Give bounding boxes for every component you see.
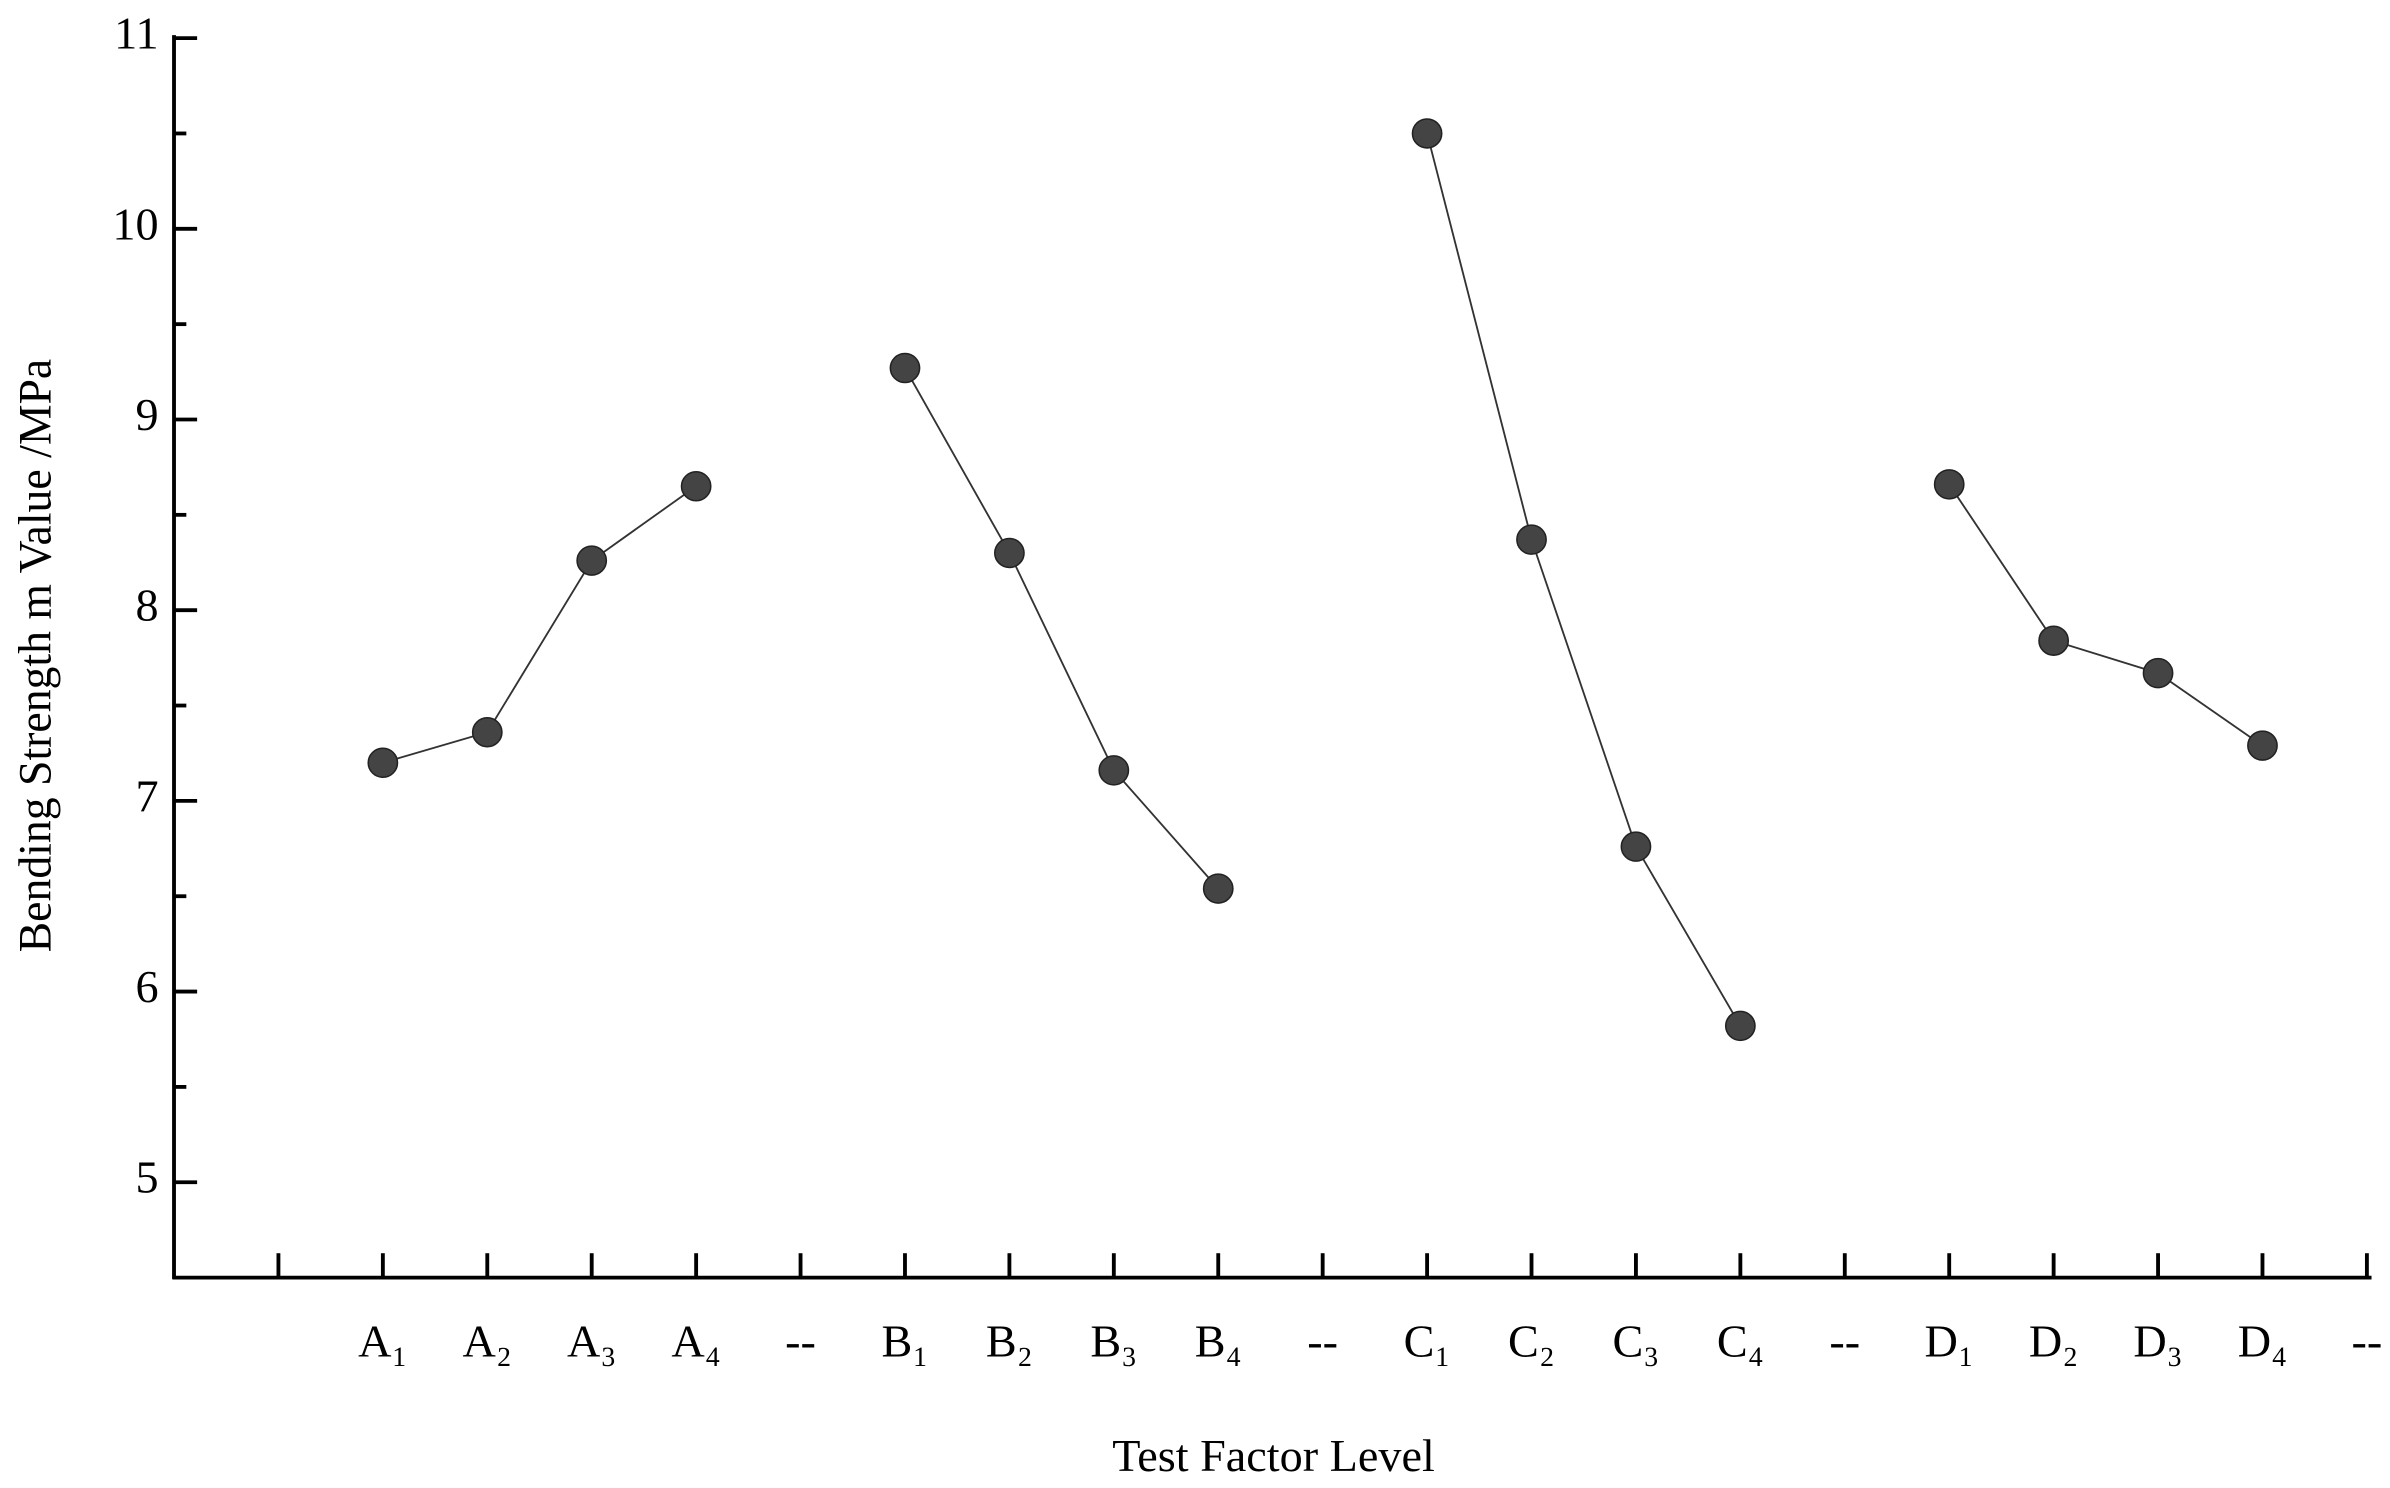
y-tick-label: 9 — [136, 389, 159, 440]
point — [1202, 873, 1234, 904]
x-tick-label: -- — [785, 1316, 816, 1367]
y-tick-label: 7 — [136, 771, 159, 822]
point — [1933, 469, 1965, 500]
x-tick-label: D₃ — [2133, 1316, 2182, 1367]
x-tick-label: -- — [1829, 1316, 1860, 1367]
x-tick-label: D₁ — [1924, 1316, 1973, 1367]
point — [994, 537, 1025, 569]
y-tick-label: 11 — [114, 8, 158, 59]
y-tick-label: 10 — [112, 199, 158, 250]
line — [382, 133, 2264, 1027]
point — [1516, 524, 1547, 555]
x-tick-label: B₄ — [1195, 1316, 1242, 1367]
x-tick-label: C₂ — [1508, 1316, 1555, 1367]
y-tick-label: 8 — [136, 580, 159, 631]
point — [1098, 755, 1130, 786]
y-tick-label: 6 — [136, 961, 159, 1012]
x-tick-label: C₁ — [1404, 1316, 1451, 1367]
x-tick-label: C₃ — [1612, 1316, 1659, 1367]
x-tick-label: B₁ — [882, 1316, 929, 1367]
x-axis-title: Test Factor Level — [1112, 1430, 1434, 1481]
point — [1620, 831, 1652, 862]
x-tick-label: B₃ — [1090, 1316, 1137, 1367]
point — [889, 352, 921, 384]
y-axis-title: Bending Strength m Value /MPa — [9, 359, 60, 953]
point — [1724, 1010, 1756, 1042]
x-tick-label: A₂ — [463, 1316, 512, 1367]
point — [2038, 625, 2070, 656]
x-tick-label: A₁ — [358, 1316, 407, 1367]
x-tick-label: -- — [2352, 1316, 2383, 1367]
point — [576, 545, 608, 576]
point — [367, 747, 399, 778]
x-tick-label: D₂ — [2029, 1316, 2078, 1367]
x-tick-label: A₄ — [671, 1316, 720, 1367]
x-tick-label: B₂ — [986, 1316, 1033, 1367]
x-tick-label: -- — [1307, 1316, 1338, 1367]
x-tick-label: D₄ — [2238, 1316, 2287, 1367]
point — [2142, 657, 2174, 689]
x-tick-label: C₄ — [1717, 1316, 1764, 1367]
point — [1411, 118, 1443, 149]
x-tick-label: A₃ — [567, 1316, 616, 1367]
y-tick-label: 5 — [136, 1152, 159, 1203]
point — [471, 716, 503, 748]
point — [680, 470, 712, 502]
point — [2247, 730, 2278, 761]
